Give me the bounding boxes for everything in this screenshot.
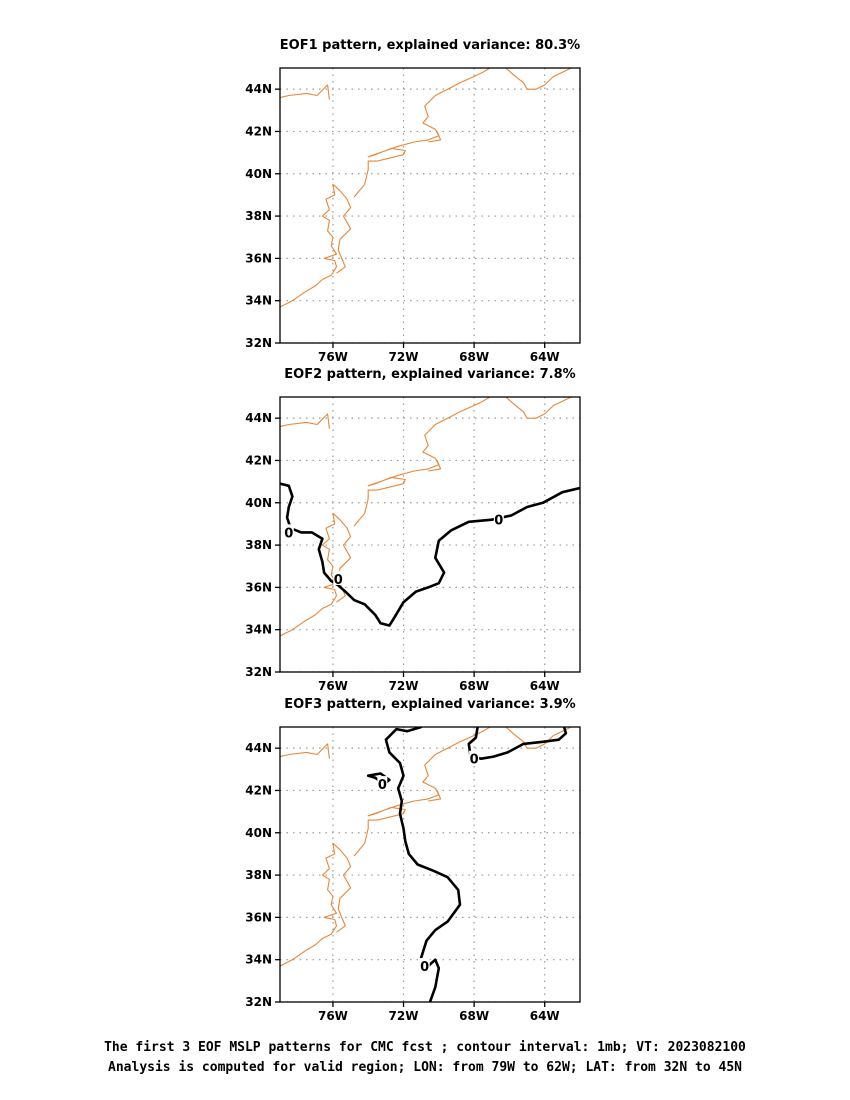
y-tick-label: 40N	[245, 496, 272, 510]
x-tick-label: 64W	[530, 350, 560, 364]
plot-area: 0 0 0	[280, 727, 580, 1002]
y-tick-label: 34N	[245, 953, 272, 967]
contour-label-bg	[493, 511, 504, 526]
contour-label: 0	[494, 514, 503, 529]
y-tick-label: 38N	[245, 538, 272, 552]
x-tick-label: 64W	[530, 679, 560, 693]
panel-title: EOF2 pattern, explained variance: 7.8%	[284, 367, 575, 382]
y-tick-label: 36N	[245, 251, 272, 265]
panel-title: EOF1 pattern, explained variance: 80.3%	[280, 38, 580, 53]
x-tick-label: 76W	[318, 679, 348, 693]
coastline	[280, 84, 330, 100]
y-tick-label: 34N	[245, 623, 272, 637]
x-tick-label: 68W	[459, 350, 489, 364]
coastline	[428, 790, 442, 802]
coastline	[505, 397, 574, 419]
contour-label-bg	[377, 776, 388, 791]
y-tick-label: 44N	[245, 82, 272, 96]
coastline	[280, 413, 330, 429]
plot-frame	[279, 67, 581, 344]
plot-frame	[279, 396, 581, 673]
coastline	[280, 842, 352, 967]
y-tick-label: 32N	[245, 336, 272, 350]
coastline	[280, 743, 330, 759]
contour-label: 0	[378, 778, 387, 793]
y-tick-label: 36N	[245, 580, 272, 594]
coastline	[505, 68, 574, 90]
y-tick-label: 40N	[245, 167, 272, 181]
y-tick-label: 42N	[245, 783, 272, 797]
plot-area: 0 0 0	[280, 397, 580, 672]
y-tick-label: 42N	[245, 453, 272, 467]
y-tick-label: 42N	[245, 124, 272, 138]
coastline	[353, 68, 491, 198]
panel-eof3: EOF3 pattern, explained variance: 3.9%00…	[245, 697, 581, 1023]
x-tick-label: 72W	[389, 1009, 419, 1023]
x-tick-label: 72W	[389, 350, 419, 364]
coastline	[428, 460, 442, 472]
caption-line-1: The first 3 EOF MSLP patterns for CMC fc…	[104, 1040, 746, 1055]
y-tick-label: 36N	[245, 910, 272, 924]
x-tick-label: 68W	[459, 679, 489, 693]
contour-label-bg	[419, 958, 430, 973]
plot-area	[280, 68, 580, 343]
contour-label: 0	[470, 753, 479, 768]
panel-eof2: EOF2 pattern, explained variance: 7.8%00…	[245, 367, 581, 693]
contour-label-bg	[469, 750, 480, 765]
contour-label: 0	[334, 573, 343, 588]
coastline	[428, 131, 442, 143]
panel-eof1: EOF1 pattern, explained variance: 80.3% 7…	[245, 38, 581, 364]
x-tick-label: 76W	[318, 350, 348, 364]
y-tick-label: 40N	[245, 826, 272, 840]
contour-label-bg	[333, 570, 344, 585]
y-tick-label: 32N	[245, 665, 272, 679]
coastline	[280, 183, 352, 308]
contour-line	[467, 727, 568, 760]
caption-line-2: Analysis is computed for valid region; L…	[108, 1060, 742, 1075]
x-tick-label: 64W	[530, 1009, 560, 1023]
x-tick-label: 76W	[318, 1009, 348, 1023]
y-tick-label: 32N	[245, 995, 272, 1009]
plot-frame	[279, 726, 581, 1003]
contour-label-bg	[283, 524, 294, 539]
y-tick-label: 44N	[245, 411, 272, 425]
y-tick-label: 34N	[245, 294, 272, 308]
coastline	[505, 727, 574, 749]
coastline	[353, 727, 491, 857]
coastline	[353, 397, 491, 527]
contour-label: 0	[284, 526, 293, 541]
y-tick-label: 38N	[245, 209, 272, 223]
panel-title: EOF3 pattern, explained variance: 3.9%	[284, 697, 575, 712]
y-tick-label: 44N	[245, 741, 272, 755]
contour-label: 0	[420, 960, 429, 975]
contour-line	[280, 482, 580, 627]
x-tick-label: 72W	[389, 679, 419, 693]
coastline	[280, 512, 352, 637]
y-tick-label: 38N	[245, 868, 272, 882]
x-tick-label: 68W	[459, 1009, 489, 1023]
contour-line	[384, 727, 462, 959]
